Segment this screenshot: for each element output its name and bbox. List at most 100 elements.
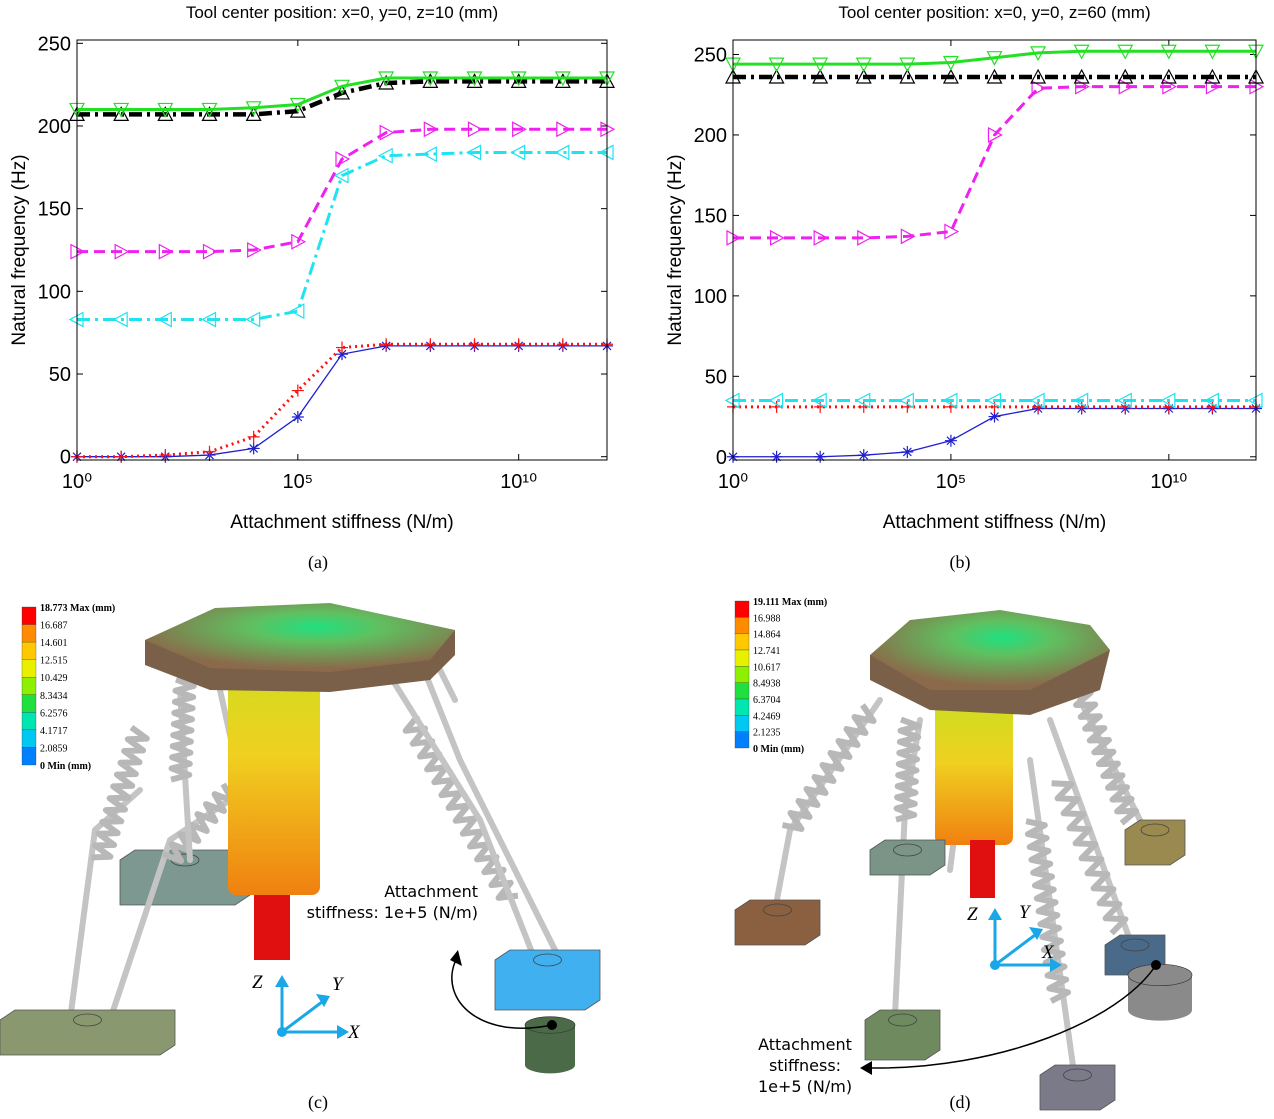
caption: (b) <box>950 552 971 573</box>
caption: (c) <box>308 1092 328 1113</box>
spring <box>1052 783 1126 933</box>
colorbar-label: 16.687 <box>40 621 68 632</box>
y-tick-label: 200 <box>694 125 727 147</box>
colorbar-label: 8.3434 <box>40 691 68 702</box>
y-tick-label: 100 <box>694 286 727 308</box>
colorbar-band <box>735 699 749 715</box>
y-axis-label: Natural frequency (Hz) <box>9 154 30 345</box>
colorbar-band <box>735 617 749 633</box>
colorbar-band <box>22 712 36 730</box>
axis-letter: X <box>1041 942 1055 963</box>
spring <box>171 680 194 780</box>
colorbar-band <box>22 625 36 643</box>
colorbar-label: 0 Min (mm) <box>753 744 804 755</box>
x-tick-label: 10⁰ <box>62 471 92 493</box>
x-tick-label: 10⁰ <box>718 471 748 493</box>
caption: (d) <box>950 1092 971 1113</box>
colorbar-band <box>22 747 36 765</box>
spring <box>896 720 919 820</box>
y-tick-label: 150 <box>694 205 727 227</box>
colorbar-label: 14.864 <box>753 630 781 641</box>
colorbar-band <box>22 642 36 660</box>
x-tick-label: 10⁵ <box>283 471 314 493</box>
colorbar-band <box>735 601 749 617</box>
y-tick-label: 250 <box>38 33 71 55</box>
colorbar-band <box>22 607 36 625</box>
base-hub <box>1141 824 1169 836</box>
colorbar-label: 12.741 <box>753 646 781 657</box>
cylinder-bottom <box>525 1057 575 1074</box>
annotation: stiffness: 1e+5 (N/m) <box>307 903 478 922</box>
y-tick-label: 50 <box>705 366 727 388</box>
plot-area <box>77 40 607 460</box>
colorbar-label: 10.429 <box>40 673 68 684</box>
colorbar-band <box>22 730 36 748</box>
colorbar-band <box>22 695 36 713</box>
cylinder-bottom <box>1128 999 1192 1020</box>
x-axis-label: Attachment stiffness (N/m) <box>230 512 454 533</box>
colorbar-label: 2.0859 <box>40 743 68 754</box>
tool <box>970 840 995 898</box>
y-tick-label: 250 <box>694 44 727 66</box>
colorbar-label: 8.4938 <box>753 679 781 690</box>
caption: (a) <box>308 552 328 573</box>
axis-letter: X <box>347 1022 361 1043</box>
base-hub <box>889 1014 917 1026</box>
colorbar-label: 0 Min (mm) <box>40 761 91 772</box>
base-hub <box>1121 939 1149 951</box>
y-tick-label: 50 <box>49 364 71 386</box>
render-c: Attachment stiffness: 1e+5 (N/m) Z Y X 18.773… <box>0 603 600 1073</box>
colorbar-band <box>735 666 749 682</box>
colorbar-label: 16.988 <box>753 613 781 624</box>
base-hub <box>534 954 562 966</box>
y-tick-label: 0 <box>716 447 727 469</box>
colorbar-band <box>735 650 749 666</box>
figure: Attachmentstiffness: 1e+5 (N/m)ZYX18.773… <box>0 0 1274 1119</box>
annotation: stiffness: <box>769 1056 841 1075</box>
chart-title: Tool center position: x=0, y=0, z=10 (mm… <box>186 3 498 22</box>
colorbar-label: 6.3704 <box>753 695 781 706</box>
base-hub <box>894 844 922 856</box>
base-hub <box>764 904 792 916</box>
column <box>935 695 1013 845</box>
axis-origin <box>277 1027 287 1037</box>
colorbar-label: 14.601 <box>40 638 68 649</box>
axis-letter: Z <box>967 904 978 925</box>
annotation: Attachment <box>384 882 478 901</box>
anchor-dot <box>547 1020 557 1030</box>
colorbar-band <box>735 715 749 731</box>
anchor-dot <box>1151 960 1161 970</box>
y-tick-label: 100 <box>38 281 71 303</box>
colorbar-label: 4.2469 <box>753 711 781 722</box>
colorbar-label: 4.1717 <box>40 726 68 737</box>
x-tick-label: 10¹⁰ <box>500 471 537 493</box>
chart-title: Tool center position: x=0, y=0, z=60 (mm… <box>838 3 1150 22</box>
colorbar-band <box>22 677 36 695</box>
colorbar-label: 12.515 <box>40 656 68 667</box>
axis-letter: Y <box>1019 902 1032 923</box>
colorbar-label: 6.2576 <box>40 708 68 719</box>
colorbar-label: 19.111 Max (mm) <box>753 597 827 608</box>
x-tick-label: 10¹⁰ <box>1150 471 1187 493</box>
axis-arrow <box>282 987 337 1032</box>
arrow-head <box>860 1061 872 1075</box>
leg <box>110 800 230 1020</box>
chart: Tool center position: x=0, y=0, z=10 (mm… <box>9 3 614 533</box>
base-hub <box>74 1014 102 1026</box>
colorbar-label: 2.1235 <box>753 728 781 739</box>
colorbar-band <box>22 660 36 678</box>
y-axis-label: Natural frequency (Hz) <box>665 154 686 345</box>
axis-origin <box>990 960 1000 970</box>
y-tick-label: 150 <box>38 199 71 221</box>
axis-letter: Y <box>332 974 345 995</box>
y-tick-label: 200 <box>38 116 71 138</box>
render-d: Attachmentstiffness:1e+5 (N/m)ZYX19.111 … <box>735 597 1192 1110</box>
axis-letter: Z <box>252 972 263 993</box>
base-hub <box>1064 1069 1092 1081</box>
colorbar-label: 18.773 Max (mm) <box>40 603 115 614</box>
spring <box>783 705 874 829</box>
colorbar-band <box>735 732 749 748</box>
annotation: 1e+5 (N/m) <box>758 1077 852 1096</box>
x-tick-label: 10⁵ <box>936 471 967 493</box>
arrow-head <box>450 950 462 966</box>
